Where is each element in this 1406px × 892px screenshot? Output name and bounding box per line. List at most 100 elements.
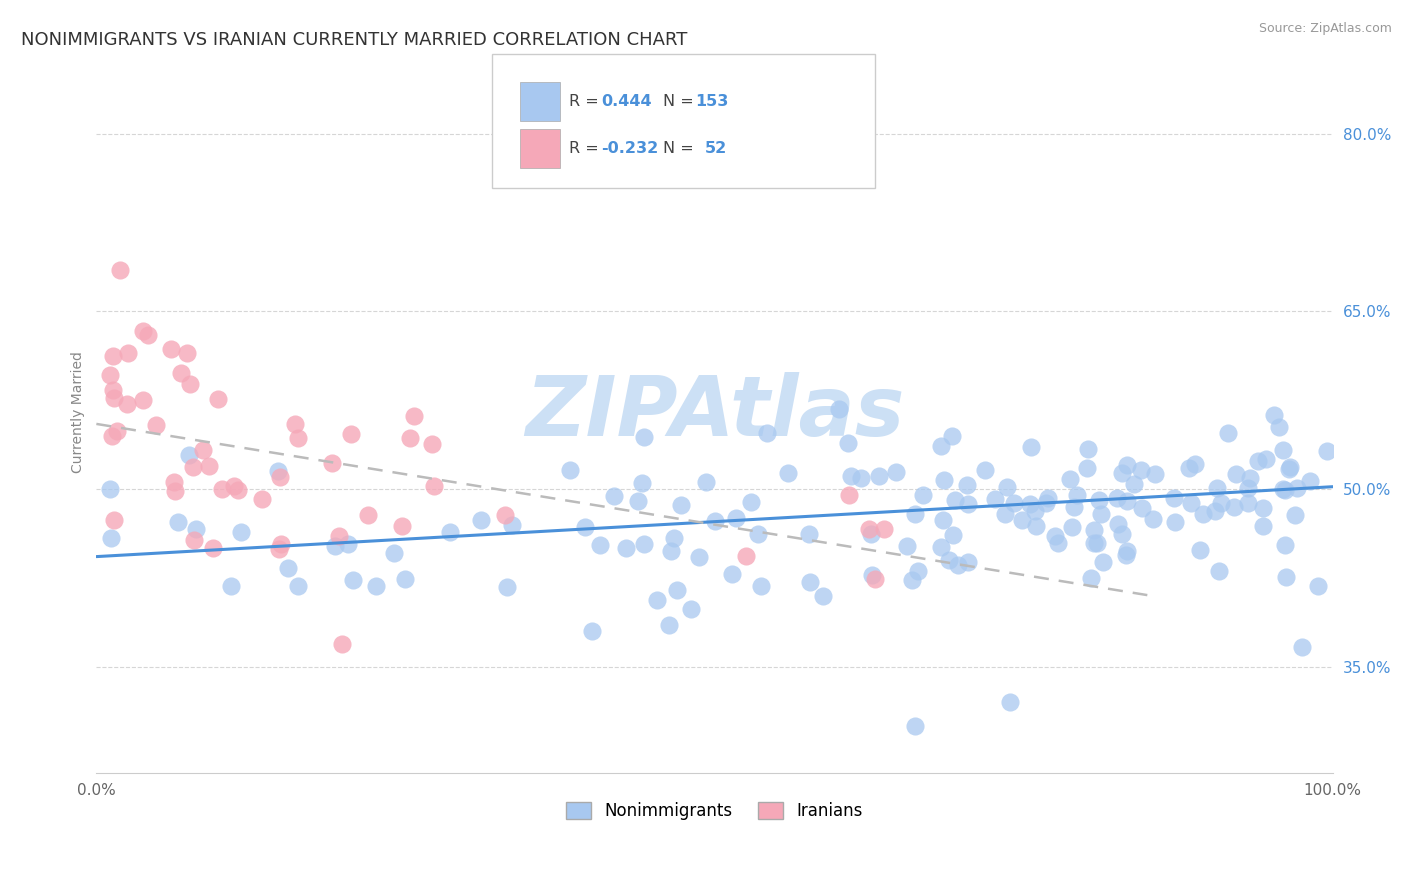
Point [270,537,292,551]
Point [912,488,935,502]
Point [101,349,124,363]
Point [1254,452,1277,467]
Point [1011,513,1033,527]
Text: R =: R = [568,141,603,156]
Point [1286,481,1309,495]
Point [868,469,890,483]
Point [1211,496,1233,510]
Point [1018,497,1040,511]
Point [1111,466,1133,480]
Point [1253,518,1275,533]
Point [1271,442,1294,457]
Point [202,541,225,556]
Point [858,522,880,536]
Point [1000,695,1022,709]
Point [1076,461,1098,475]
Point [136,328,159,343]
Point [394,572,416,586]
Point [929,540,952,554]
Point [838,488,860,502]
Point [267,464,290,478]
Point [956,555,979,569]
Point [103,392,125,406]
Point [778,467,800,481]
Point [101,429,124,443]
Point [1275,570,1298,584]
Point [645,593,668,607]
Point [1188,543,1211,558]
Point [1036,491,1059,505]
Point [695,475,717,490]
Point [931,512,953,526]
Point [277,561,299,575]
Point [186,522,208,536]
Point [1080,571,1102,585]
Point [1204,504,1226,518]
Text: -0.232: -0.232 [600,141,658,156]
Point [837,436,859,450]
Point [1083,523,1105,537]
Point [1291,640,1313,655]
Point [1192,508,1215,522]
Text: N =: N = [662,94,699,109]
Point [101,383,124,397]
Text: 52: 52 [704,141,727,156]
Point [1271,482,1294,496]
Point [1088,493,1111,508]
Point [145,417,167,432]
Point [179,376,201,391]
Point [470,512,492,526]
Point [337,537,360,551]
Point [250,491,273,506]
Point [865,572,887,586]
Point [827,401,849,416]
Point [159,342,181,356]
Point [1002,496,1025,510]
Point [724,511,747,525]
Point [287,579,309,593]
Text: NONIMMIGRANTS VS IRANIAN CURRENTLY MARRIED CORRELATION CHART: NONIMMIGRANTS VS IRANIAN CURRENTLY MARRI… [21,31,688,49]
Point [1066,488,1088,502]
Point [948,558,970,572]
Point [1284,508,1306,522]
Point [589,538,612,552]
Point [1180,496,1202,510]
Point [330,637,353,651]
Point [1059,472,1081,486]
Text: 0.444: 0.444 [600,94,651,109]
Point [703,514,725,528]
Point [1129,463,1152,477]
Point [659,543,682,558]
Point [402,409,425,424]
FancyBboxPatch shape [492,54,876,188]
Point [1277,462,1299,476]
Point [859,526,882,541]
Point [799,575,821,590]
Point [811,589,834,603]
Point [734,549,756,563]
Point [633,430,655,444]
Point [1060,520,1083,534]
Point [269,470,291,484]
Point [1237,496,1260,510]
Point [941,428,963,442]
Point [1115,548,1137,562]
Point [1268,420,1291,434]
Point [665,583,688,598]
Point [1144,467,1167,481]
Point [211,482,233,496]
Point [901,573,924,587]
Text: Source: ZipAtlas.com: Source: ZipAtlas.com [1258,22,1392,36]
Point [938,552,960,566]
Point [973,463,995,477]
Point [100,531,122,545]
Point [1142,512,1164,526]
Point [755,426,778,441]
Point [721,566,744,581]
Point [1299,474,1322,488]
Point [1035,496,1057,510]
Point [198,459,221,474]
Point [269,542,291,557]
Point [166,515,188,529]
Point [995,480,1018,494]
